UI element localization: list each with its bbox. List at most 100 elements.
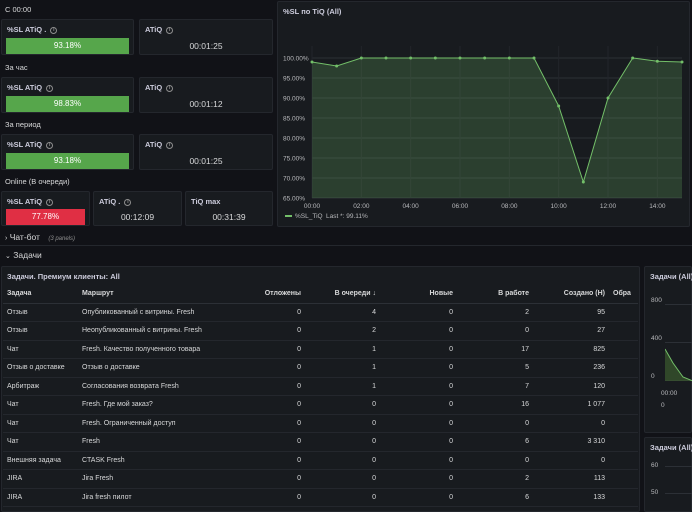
info-icon[interactable]: i: [124, 198, 132, 206]
col-header-new[interactable]: Новые: [380, 285, 457, 304]
stat-panel-sl-online[interactable]: %SL ATiQ i 77.78%: [1, 191, 90, 226]
data-point[interactable]: [655, 59, 659, 63]
chart-title: %SL по TiQ (All): [283, 7, 342, 16]
stat-panel-sl-today[interactable]: %SL ATiQ .i 93.18%: [1, 19, 134, 55]
cell-inwork: 2: [457, 469, 533, 489]
col-header-queue[interactable]: В очереди ↓: [305, 285, 380, 304]
gridline: [665, 493, 692, 494]
stat-panel-atiq-online[interactable]: ATiQ .i 00:12:09: [93, 191, 182, 226]
cell-new: 0: [380, 377, 457, 396]
cell-postponed: 0: [233, 358, 305, 378]
section-label-hour: За час: [5, 63, 28, 72]
table-row[interactable]: JIRA Jira Fresh 0 0 0 2 113: [3, 469, 638, 489]
y-tick-label: 60: [651, 462, 659, 469]
data-point[interactable]: [359, 56, 363, 60]
panel-title: ATiQ: [145, 25, 163, 34]
cell-postponed: 0: [233, 488, 305, 507]
cell-queue: 0: [305, 488, 380, 507]
data-point[interactable]: [581, 180, 585, 184]
table-row[interactable]: Арбитраж Согласования возврата Fresh 0 1 0 7 1…: [3, 377, 638, 396]
gridline: [665, 342, 692, 343]
stat-panel-atiq-hour[interactable]: ATiQ i 00:01:12: [139, 77, 273, 113]
table-row[interactable]: Внешняя задача CTASK Fresh 0 0 0 0 0: [3, 451, 638, 470]
col-header-task[interactable]: Задача: [3, 285, 78, 304]
info-icon[interactable]: i: [166, 26, 174, 34]
table-row[interactable]: Отзыв Неопубликованный с витрины. Fresh 0 2…: [3, 321, 638, 341]
table-row[interactable]: Отзыв о доставке Отзыв о доставке 0 1 0 5 236: [3, 358, 638, 378]
y-tick-label: 70.00%: [283, 176, 305, 183]
cell-task: Чат: [3, 432, 78, 452]
cell-postponed: 0: [233, 377, 305, 396]
table-row[interactable]: Чат Fresh. Качество полученного товара 0 1 0…: [3, 340, 638, 359]
y-tick-label: 100.00%: [283, 56, 309, 63]
cell-route: Неопубликованный с витрины. Fresh: [78, 321, 233, 341]
x-tick-label: 10:00: [551, 203, 568, 210]
table-row[interactable]: Отзыв Опубликованный с витрины. Fresh 0 4 0 2…: [3, 303, 638, 322]
table-row[interactable]: Чат Fresh 0 0 0 6 3 310: [3, 432, 638, 452]
panel-title: TiQ max: [191, 197, 221, 206]
chart-panel[interactable]: %SL по TiQ (All) 100.00% 95.00% 90.00% 85.0…: [277, 1, 690, 227]
data-point[interactable]: [310, 60, 314, 64]
data-point[interactable]: [532, 56, 536, 60]
table-row[interactable]: Чат Fresh. Где мой заказ? 0 0 0 16 1 077: [3, 395, 638, 415]
table-row[interactable]: Чат Fresh. Ограниченный доступ 0 0 0 0 0: [3, 414, 638, 433]
side-panel-tasks-1[interactable]: Задачи (All) 800 400 0 00:00 0: [644, 266, 692, 433]
chevron-down-icon: ⌄: [5, 253, 11, 260]
stat-value: 93.18%: [6, 38, 129, 54]
cell-processed: [609, 469, 638, 489]
x-tick-label: 08:00: [501, 203, 518, 210]
cell-queue: 0: [305, 469, 380, 489]
side-panel-tasks-2[interactable]: Задачи (All) 60 50: [644, 437, 692, 512]
cell-new: 0: [380, 414, 457, 433]
col-header-created[interactable]: Создано (Н): [533, 285, 609, 304]
stat-panel-atiq-period[interactable]: ATiQ i 00:01:25: [139, 134, 273, 170]
cell-created: 236: [533, 358, 609, 378]
row-tasks[interactable]: ⌄ Задачи: [5, 250, 42, 260]
data-point[interactable]: [606, 96, 610, 100]
data-point[interactable]: [507, 56, 511, 60]
data-point[interactable]: [384, 56, 388, 60]
row-chatbot[interactable]: › Чат-бот (3 panels): [5, 232, 75, 242]
col-header-processed[interactable]: Обра: [609, 285, 638, 304]
info-icon[interactable]: i: [46, 198, 54, 206]
info-icon[interactable]: i: [46, 84, 54, 92]
stat-panel-sl-period[interactable]: %SL ATiQ i 93.18%: [1, 134, 134, 170]
table-row[interactable]: JIRA Jira fresh пилот 0 0 0 6 133: [3, 488, 638, 507]
data-point[interactable]: [458, 56, 462, 60]
data-point[interactable]: [631, 56, 635, 60]
info-icon[interactable]: i: [50, 26, 58, 34]
col-header-inwork[interactable]: В работе: [457, 285, 533, 304]
data-point[interactable]: [409, 56, 413, 60]
data-point[interactable]: [557, 104, 561, 108]
series-area: [312, 58, 682, 198]
info-icon[interactable]: i: [166, 141, 174, 149]
sl-tiq-chart[interactable]: 100.00% 95.00% 90.00% 85.00% 80.00% 75.00% 70.…: [278, 2, 689, 226]
x-tick-label: 04:00: [403, 203, 420, 210]
col-header-postponed[interactable]: Отложены: [233, 285, 305, 304]
panel-title: ATiQ: [145, 140, 163, 149]
x-tick-label: 02:00: [353, 203, 370, 210]
panel-title: %SL ATiQ: [7, 83, 43, 92]
cell-queue: 0: [305, 414, 380, 433]
legend-series-name[interactable]: %SL_TiQ: [295, 213, 323, 220]
data-point[interactable]: [483, 56, 487, 60]
info-icon[interactable]: i: [46, 141, 54, 149]
data-point[interactable]: [433, 56, 437, 60]
cell-route: Jira Fresh: [78, 469, 233, 489]
cell-processed: [609, 432, 638, 452]
stat-panel-atiq-today[interactable]: ATiQ i 00:01:25: [139, 19, 273, 55]
cell-processed: [609, 377, 638, 396]
stat-value: 98.83%: [6, 96, 129, 112]
stat-panel-tiq-max[interactable]: TiQ max 00:31:39: [185, 191, 273, 226]
info-icon[interactable]: i: [166, 84, 174, 92]
cell-route: Fresh. Где мой заказ?: [78, 395, 233, 415]
col-header-route[interactable]: Маршрут: [78, 285, 233, 304]
data-point[interactable]: [335, 64, 339, 68]
cell-task: Отзыв: [3, 303, 78, 322]
cell-postponed: 0: [233, 451, 305, 470]
data-point[interactable]: [680, 60, 684, 64]
stat-panel-sl-hour[interactable]: %SL ATiQ i 98.83%: [1, 77, 134, 113]
y-tick-label: 95.00%: [283, 76, 305, 83]
tasks-table: Задача Маршрут Отложены В очереди ↓ Новы…: [3, 285, 638, 507]
cell-postponed: 0: [233, 321, 305, 341]
